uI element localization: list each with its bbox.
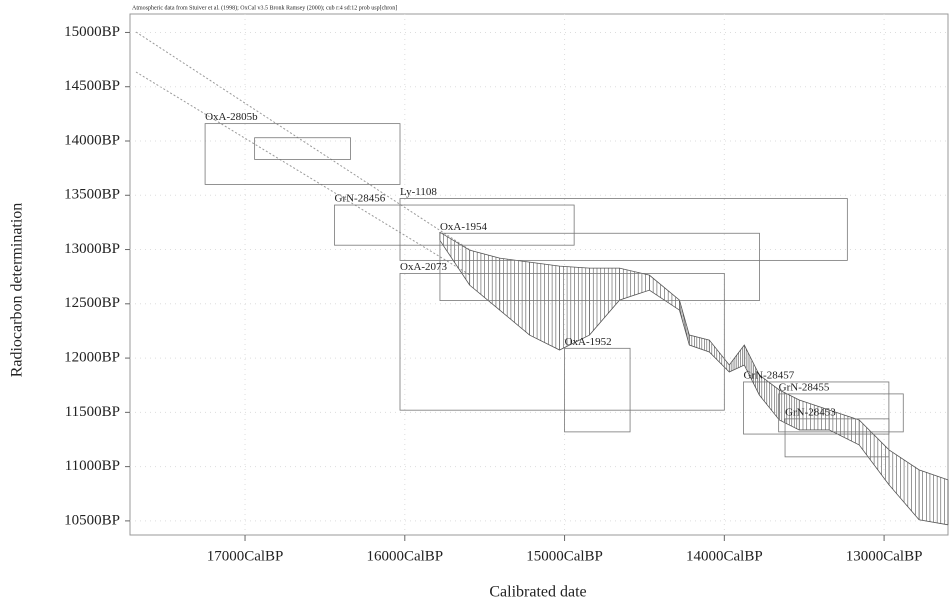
y-tick-label: 13000BP	[64, 241, 120, 257]
sample-range	[743, 381, 890, 435]
x-tick-label: 15000CalBP	[526, 548, 603, 564]
curve-edge	[439, 239, 949, 526]
y-tick-label: 12000BP	[64, 350, 120, 366]
sample-label: GrN-28453	[785, 406, 836, 418]
sample-label: OxA-2805b	[205, 111, 258, 123]
sample-label: Ly-1108	[400, 186, 437, 198]
sample-range	[439, 232, 760, 301]
guide-line	[135, 71, 471, 276]
y-tick-label: 11500BP	[65, 404, 120, 420]
y-tick-label: 14000BP	[64, 132, 120, 148]
sample-label: OxA-1952	[565, 336, 612, 348]
sample-range	[254, 137, 351, 160]
x-tick-label: 13000CalBP	[846, 548, 923, 564]
sample-label: GrN-28457	[744, 369, 795, 381]
sample-label: OxA-1954	[440, 221, 488, 233]
plot-frame	[129, 13, 949, 536]
y-tick-label: 15000BP	[64, 24, 120, 40]
sample-label: OxA-2073	[400, 261, 448, 273]
sample-range	[399, 198, 848, 261]
y-axis-label: Radiocarbon determination	[9, 203, 26, 378]
sample-range	[399, 273, 725, 411]
x-tick-label: 17000CalBP	[207, 548, 284, 564]
y-tick-label: 12500BP	[64, 295, 120, 311]
x-axis-label: Calibrated date	[489, 584, 586, 601]
y-tick-label: 10500BP	[64, 512, 120, 528]
x-tick-label: 16000CalBP	[366, 548, 443, 564]
chart-title: Atmospheric data from Stuiver et al. (19…	[132, 4, 397, 11]
sample-range	[204, 123, 401, 185]
sample-range	[784, 418, 890, 458]
x-tick-label: 14000CalBP	[686, 548, 763, 564]
guide-line	[135, 31, 471, 251]
sample-label: GrN-28456	[335, 193, 386, 205]
sample-label: GrN-28455	[779, 381, 830, 393]
y-tick-label: 14500BP	[64, 78, 120, 94]
y-tick-label: 11000BP	[65, 458, 120, 474]
curve-edge	[439, 231, 949, 481]
y-tick-label: 13500BP	[64, 187, 120, 203]
sample-range	[778, 393, 904, 433]
sample-range	[564, 347, 631, 433]
sample-range	[334, 204, 575, 246]
